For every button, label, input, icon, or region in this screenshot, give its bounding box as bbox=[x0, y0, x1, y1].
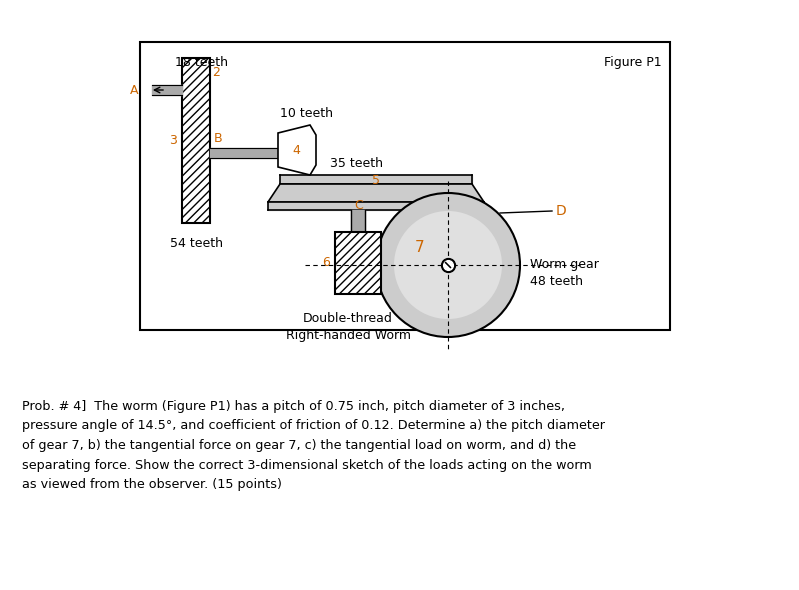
Text: 35 teeth: 35 teeth bbox=[330, 157, 383, 170]
Polygon shape bbox=[268, 202, 484, 210]
Text: 2: 2 bbox=[212, 66, 220, 79]
Polygon shape bbox=[280, 175, 472, 184]
Text: 18 teeth: 18 teeth bbox=[175, 56, 228, 69]
Text: Worm gear
48 teeth: Worm gear 48 teeth bbox=[530, 258, 599, 288]
Text: B: B bbox=[214, 132, 223, 145]
Ellipse shape bbox=[394, 211, 502, 319]
Bar bbox=[182, 58, 210, 223]
Text: 4: 4 bbox=[292, 143, 300, 156]
Text: Prob. # 4]  The worm (Figure P1) has a pitch of 0.75 inch, pitch diameter of 3 i: Prob. # 4] The worm (Figure P1) has a pi… bbox=[22, 400, 605, 491]
Text: 5: 5 bbox=[372, 173, 380, 186]
Text: A: A bbox=[129, 84, 138, 97]
Text: 7: 7 bbox=[415, 240, 425, 254]
Text: Double-thread
Right-handed Worm: Double-thread Right-handed Worm bbox=[285, 312, 411, 342]
Text: D: D bbox=[556, 204, 566, 218]
Text: Figure P1: Figure P1 bbox=[604, 56, 662, 69]
Polygon shape bbox=[210, 148, 278, 158]
Text: 3: 3 bbox=[169, 133, 177, 146]
Polygon shape bbox=[268, 184, 484, 202]
Bar bbox=[335, 232, 381, 294]
Polygon shape bbox=[278, 125, 316, 175]
Polygon shape bbox=[351, 210, 365, 232]
Text: 10 teeth: 10 teeth bbox=[280, 107, 333, 120]
Ellipse shape bbox=[376, 193, 520, 337]
Text: C: C bbox=[355, 199, 364, 212]
Text: 6: 6 bbox=[322, 257, 330, 270]
Bar bbox=[140, 42, 670, 330]
Text: 54 teeth: 54 teeth bbox=[169, 237, 222, 250]
Polygon shape bbox=[152, 85, 182, 95]
